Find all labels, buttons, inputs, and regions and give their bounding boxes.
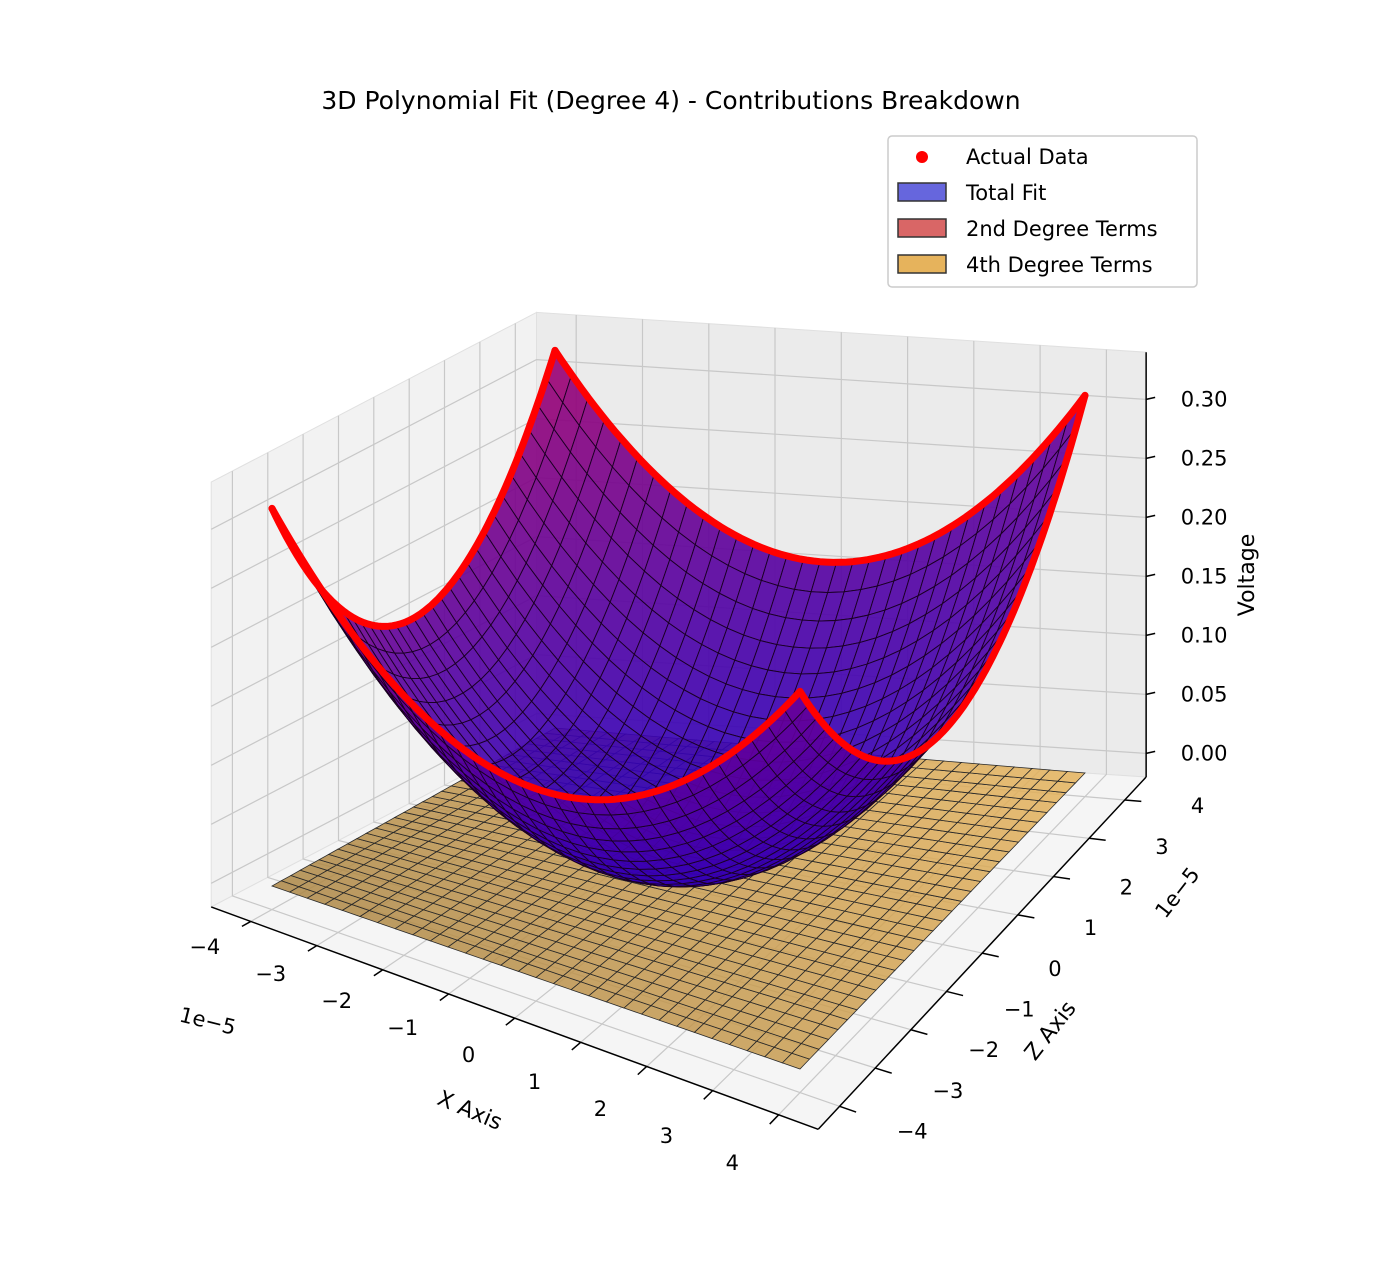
x-tick-mark [373, 969, 384, 977]
z-tick-mark [1145, 750, 1156, 755]
x-tick-mark [637, 1065, 648, 1076]
scatter-edge-front [268, 504, 804, 804]
legend-label-total-fit: Total Fit [965, 181, 1046, 205]
legend-label-actual-data: Actual Data [966, 145, 1089, 169]
y-tick-mark [910, 1029, 928, 1036]
x-tick-mark [439, 993, 450, 1002]
x-tick-labels: −4 −3 −2 −1 0 1 2 3 4 [189, 935, 739, 1175]
y-tick-mark [946, 990, 964, 997]
grid-line-y [231, 471, 840, 1107]
y-tick-mark [1124, 799, 1142, 803]
x-tick-mark [571, 1041, 582, 1051]
z-tick-mark [1145, 514, 1156, 519]
y-tick-label: −1 [1004, 998, 1035, 1022]
grid-line-x [778, 349, 1108, 1116]
x-tick-mark [241, 920, 252, 928]
x-tick-label: 0 [462, 1043, 475, 1067]
total-fit-surface [271, 349, 1086, 888]
legend-marker-second-degree [897, 218, 947, 238]
x-tick-label: −4 [189, 935, 220, 959]
x-tick-mark [505, 1017, 516, 1026]
actual-data-scatter [268, 346, 1089, 804]
z-tick-mark [1145, 691, 1156, 696]
y-tick-label: −3 [932, 1079, 963, 1103]
y-tick-mark [875, 1067, 892, 1074]
x-tick-label: 2 [594, 1097, 607, 1121]
y-tick-mark [1089, 837, 1106, 841]
legend-label-second-degree: 2nd Degree Terms [966, 217, 1158, 241]
y-tick-label: 4 [1191, 794, 1204, 818]
legend-frame [887, 135, 1198, 288]
x-offset-label: 1e−5 [177, 1003, 238, 1040]
y-tick-label: 0 [1048, 957, 1061, 981]
axes [210, 352, 1156, 1131]
y-tick-label: −2 [968, 1038, 999, 1062]
y-tick-label: 2 [1120, 876, 1133, 900]
z-tick-label: 0.30 [1181, 387, 1228, 411]
z-tick-labels: 0.00 0.05 0.10 0.15 0.20 0.25 0.30 [1181, 387, 1228, 765]
y-tick-mark [839, 1105, 857, 1113]
z-tick-label: 0.00 [1181, 741, 1228, 765]
y-tick-mark [1053, 875, 1071, 880]
grid-line-z [210, 358, 1147, 530]
z-tick-label: 0.20 [1181, 505, 1228, 529]
y-tick-label: 3 [1155, 835, 1168, 859]
x-tick-label: 4 [726, 1151, 739, 1175]
z-tick-label: 0.15 [1181, 564, 1228, 588]
plane-cell [1056, 771, 1086, 784]
legend: Actual Data Total Fit 2nd Degree Terms 4… [887, 135, 1198, 288]
z-tick-mark [1145, 632, 1156, 637]
z-tick-label: 0.05 [1181, 682, 1228, 706]
x-tick-mark [703, 1090, 714, 1100]
scatter-edge-back [551, 346, 1089, 566]
legend-marker-fourth-degree [897, 254, 947, 274]
x-tick-label: 1 [528, 1070, 541, 1094]
x-tick-label: −2 [321, 989, 352, 1013]
z-tick-label: 0.10 [1181, 623, 1228, 647]
x-tick-label: −3 [255, 962, 286, 986]
z-axis-label: Voltage [1235, 534, 1260, 617]
x-tick-label: 3 [660, 1124, 673, 1148]
y-tick-label: 1 [1084, 916, 1097, 940]
x-tick-label: −1 [387, 1016, 418, 1040]
z-tick-label: 0.25 [1181, 446, 1228, 470]
legend-label-fourth-degree: 4th Degree Terms [966, 253, 1153, 277]
y-tick-label: −4 [897, 1120, 928, 1144]
z-tick-mark [1145, 573, 1156, 578]
x-tick-mark [307, 944, 318, 952]
z-tick-mark [1145, 396, 1156, 401]
y-offset-label: 1e−5 [1150, 863, 1204, 923]
x-tick-mark [769, 1114, 780, 1125]
chart-title: 3D Polynomial Fit (Degree 4) - Contribut… [321, 86, 1020, 115]
legend-marker-total-fit [897, 182, 947, 202]
y-tick-mark [982, 952, 999, 958]
y-tick-mark [1017, 914, 1035, 919]
scatter-edge-right [796, 391, 1089, 765]
z-tick-mark [1145, 455, 1156, 460]
legend-marker-actual-data [916, 151, 928, 163]
x-axis-label: X Axis [433, 1086, 505, 1135]
